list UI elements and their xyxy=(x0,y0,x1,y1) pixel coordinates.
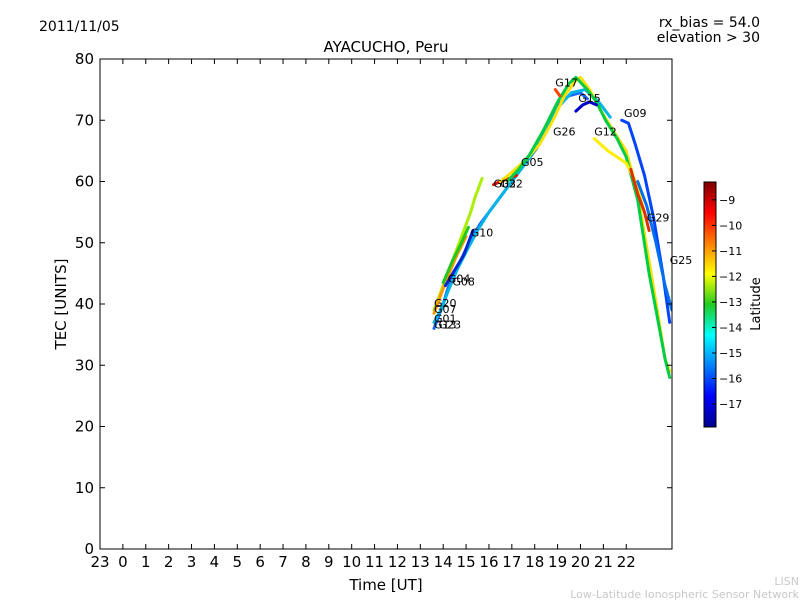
plot-frame xyxy=(99,58,673,550)
colorbar-label: Latitude xyxy=(749,277,764,331)
x-tick-label: 0 xyxy=(118,553,128,571)
y-tick-label: 10 xyxy=(75,479,94,497)
series-g04 xyxy=(441,225,470,285)
satellite-label: G17 xyxy=(555,77,578,90)
y-tick-label: 80 xyxy=(75,50,94,68)
colorbar-tick-label: −9 xyxy=(719,194,735,207)
colorbar-tick-label: −12 xyxy=(719,270,742,283)
colorbar-tick-label: −15 xyxy=(719,347,742,360)
x-tick-label: 5 xyxy=(233,553,243,571)
series-g17 xyxy=(553,88,562,98)
satellite-label: G08 xyxy=(452,276,475,289)
x-tick-label: 9 xyxy=(324,553,334,571)
y-tick-label: 0 xyxy=(84,540,94,558)
x-tick-label: 10 xyxy=(342,553,361,571)
y-axis: 0 10 20 30 40 50 60 70 80 xyxy=(75,50,672,558)
x-tick-label: 4 xyxy=(210,553,220,571)
satellite-label: G29 xyxy=(647,211,670,224)
y-tick-label: 60 xyxy=(75,173,94,191)
x-axis: 23 0 1 2 3 4 5 6 7 8 9 10 11 12 13 14 15 16 17 18 19 20 21 22 xyxy=(90,59,636,571)
colorbar-tick-label: −11 xyxy=(719,245,742,258)
annotation-layer: G20G07G01G13G23G04G08G10G02G32G05G26G17G… xyxy=(434,77,692,332)
series-layer xyxy=(432,75,672,379)
x-tick-label: 2 xyxy=(164,553,174,571)
series-g15 xyxy=(574,100,598,113)
satellite-label: G25 xyxy=(670,254,693,267)
satellite-label: G02 xyxy=(494,178,517,191)
y-tick-label: 20 xyxy=(75,418,94,436)
y-tick-label: 30 xyxy=(75,356,94,374)
satellite-label: G05 xyxy=(521,156,544,169)
x-tick-label: 16 xyxy=(479,553,498,571)
colorbar-tick-label: −13 xyxy=(719,296,742,309)
satellite-label: G23 xyxy=(439,319,462,332)
x-tick-label: 14 xyxy=(434,553,453,571)
satellite-label: G07 xyxy=(434,303,457,316)
colorbar-tick-label: −10 xyxy=(719,219,742,232)
x-tick-label: 12 xyxy=(388,553,407,571)
y-tick-label: 50 xyxy=(75,234,94,252)
x-axis-label: Time [UT] xyxy=(348,576,422,594)
x-tick-label: 18 xyxy=(525,553,544,571)
colorbar-ticks: −9 −10 −11 −12 −13 −14 −15 −16 −17 xyxy=(712,194,742,411)
x-tick-label: 20 xyxy=(571,553,590,571)
footer-network: Low-Latitude Ionospheric Sensor Network xyxy=(570,588,799,600)
satellite-label: G04 xyxy=(448,273,471,286)
x-tick-label: 1 xyxy=(141,553,151,571)
x-tick-label: 7 xyxy=(278,553,288,571)
x-tick-label: 19 xyxy=(548,553,567,571)
rx-bias-label: rx_bias = 54.0 xyxy=(659,15,760,31)
x-tick-label: 21 xyxy=(594,553,613,571)
satellite-label: G01 xyxy=(434,312,457,325)
x-tick-label: 11 xyxy=(365,553,384,571)
satellite-label: G20 xyxy=(434,297,457,310)
satellite-label: G15 xyxy=(578,92,601,105)
y-tick-label: 70 xyxy=(75,111,94,129)
satellite-label: G32 xyxy=(500,178,523,191)
footer-lisn: LISN xyxy=(774,575,799,588)
x-tick-label: 8 xyxy=(301,553,311,571)
x-tick-label: 22 xyxy=(617,553,636,571)
x-tick-label: 23 xyxy=(90,553,109,571)
x-tick-label: 15 xyxy=(457,553,476,571)
date-label: 2011/11/05 xyxy=(39,19,120,35)
satellite-label: G26 xyxy=(553,126,576,139)
satellite-label: G13 xyxy=(434,319,457,332)
x-tick-label: 6 xyxy=(255,553,265,571)
satellite-label: G12 xyxy=(594,126,617,139)
x-tick-label: 13 xyxy=(411,553,430,571)
colorbar-tick-label: −14 xyxy=(719,321,742,334)
y-axis-label: TEC [UNITS] xyxy=(52,259,70,351)
x-tick-label: 3 xyxy=(187,553,197,571)
series-g11 xyxy=(432,88,612,324)
elevation-label: elevation > 30 xyxy=(657,30,760,46)
colorbar-tick-label: −16 xyxy=(719,373,742,386)
colorbar xyxy=(703,181,717,428)
colorbar-tick-label: −17 xyxy=(719,398,742,411)
chart-title: AYACUCHO, Peru xyxy=(323,38,448,56)
y-tick-label: 40 xyxy=(75,295,94,313)
series-g25 xyxy=(636,180,672,312)
satellite-label: G10 xyxy=(471,227,494,240)
satellite-label: G09 xyxy=(624,107,647,120)
series-g29 xyxy=(629,167,651,232)
series-g26 xyxy=(505,75,672,379)
x-tick-label: 17 xyxy=(502,553,521,571)
series-g13 xyxy=(444,229,475,288)
series-g05 xyxy=(498,75,672,373)
